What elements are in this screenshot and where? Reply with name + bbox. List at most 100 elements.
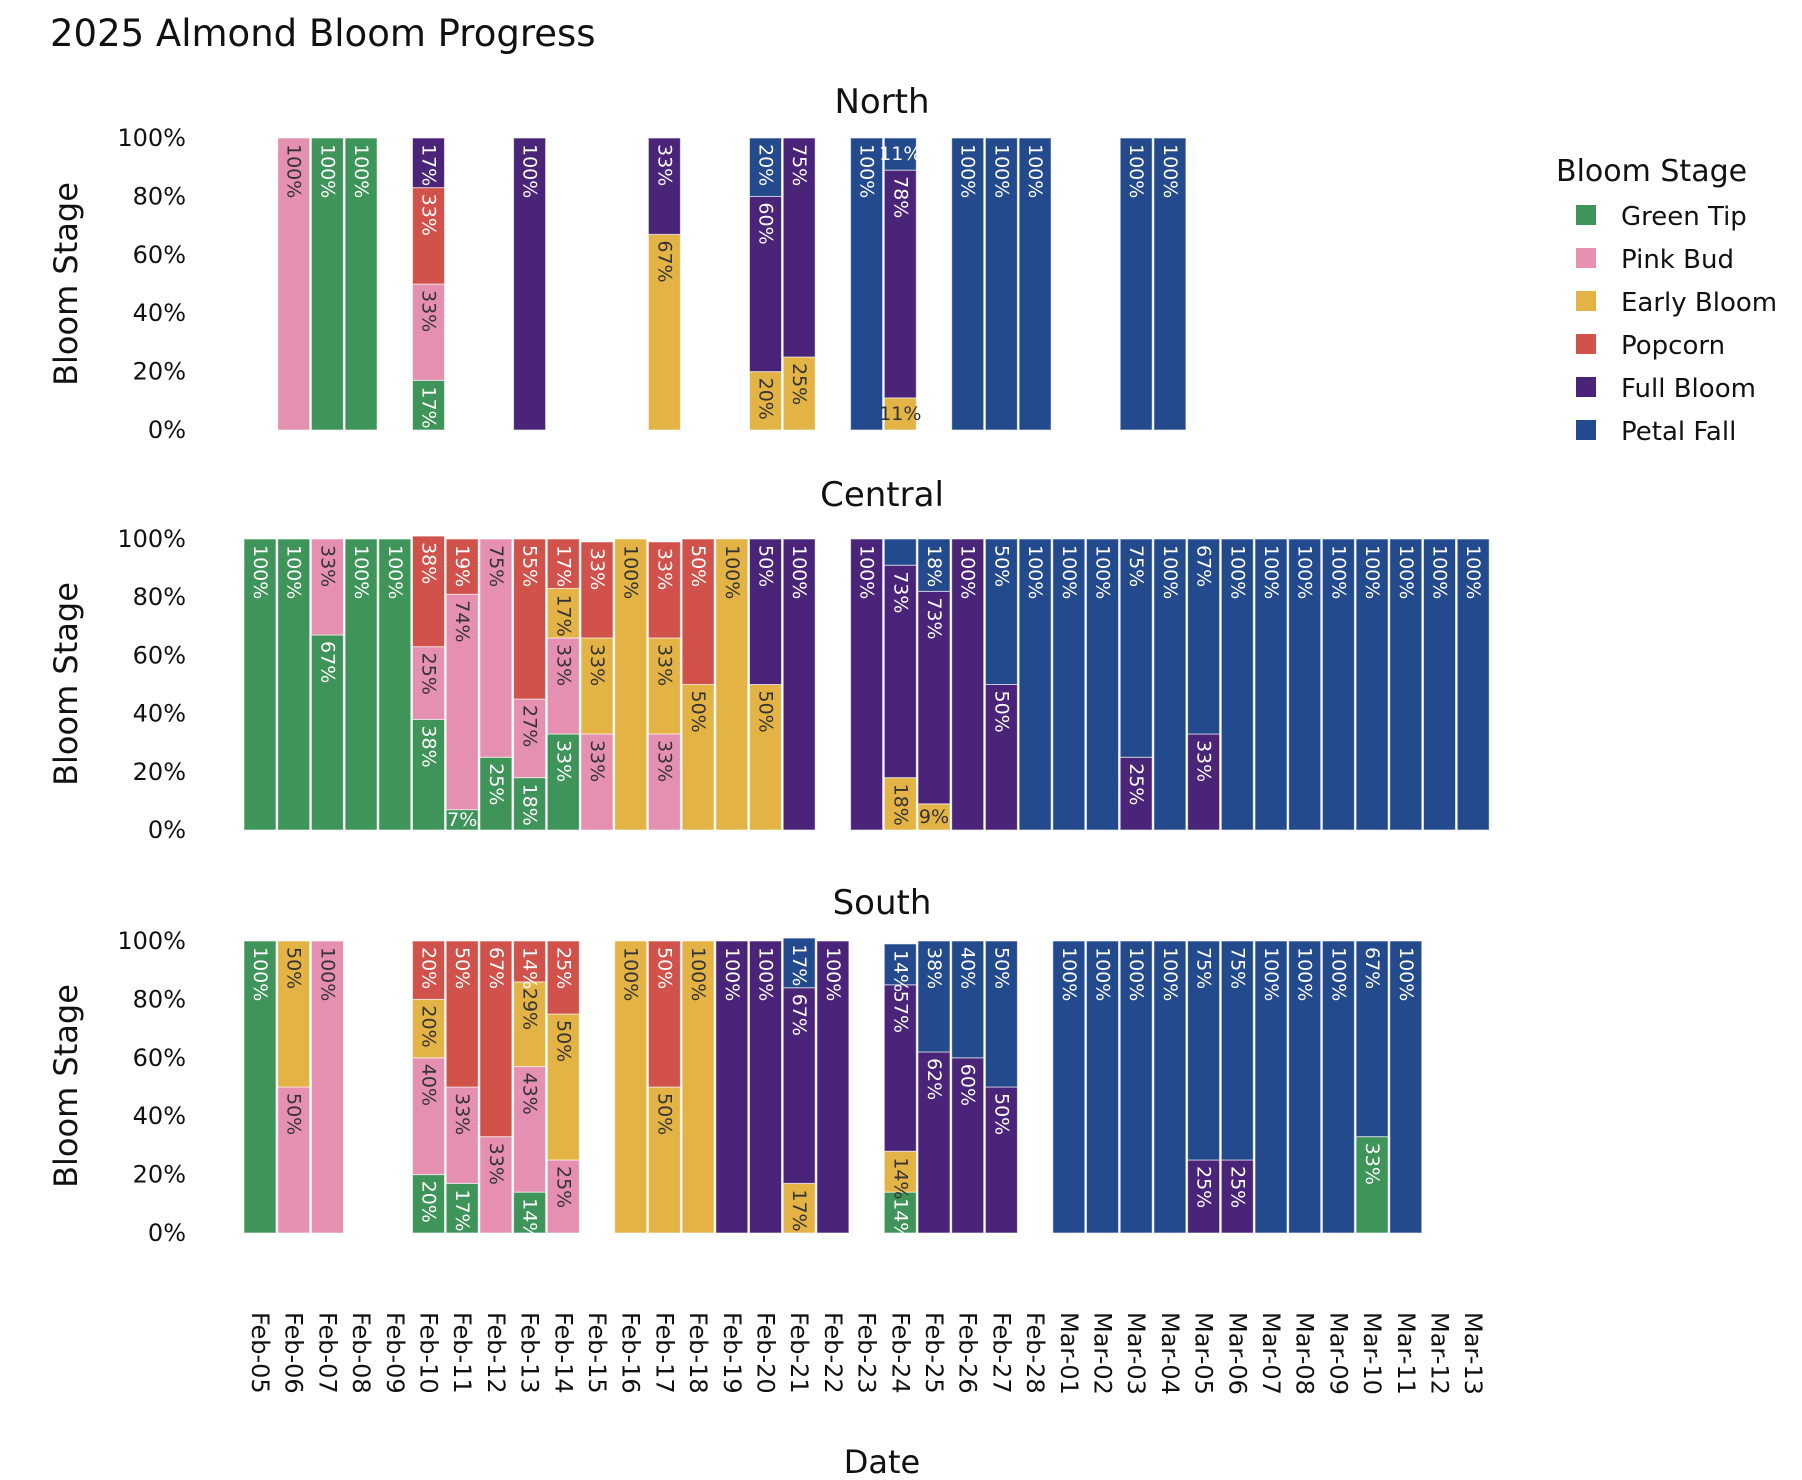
bar-value-label: 14% (519, 947, 541, 989)
bar-value-label: 14% (889, 1157, 911, 1199)
bar-segment-petal-fall (1153, 538, 1187, 831)
bar-value-label: 50% (451, 947, 473, 989)
bar-value-label: 73% (923, 597, 945, 639)
bar-segment-petal-fall (749, 137, 782, 197)
y-tick-label: 60% (133, 241, 186, 269)
bar-segment-full-bloom (984, 1086, 1018, 1234)
y-tick-label: 40% (133, 299, 186, 327)
bar-segment-petal-fall (1355, 940, 1389, 1138)
bar-segment-full-bloom (513, 137, 547, 431)
bar-value-label: 100% (1429, 545, 1451, 599)
bar-segment-petal-fall (1119, 137, 1153, 431)
bar-segment-green-tip (277, 538, 311, 831)
bar-segment-green-tip (310, 137, 344, 431)
bar-value-label: 57% (889, 991, 911, 1033)
bar-segment-petal-fall (1119, 940, 1153, 1234)
y-tick-label: 20% (133, 758, 186, 786)
bar-value-label: 100% (1226, 545, 1248, 599)
bar-segment-petal-fall (1052, 940, 1086, 1234)
bar-segment-popcorn (445, 940, 479, 1088)
bar-value-label: 11% (879, 403, 921, 425)
bar-segment-petal-fall (1321, 538, 1355, 831)
bar-segment-full-bloom (1187, 1159, 1221, 1234)
y-ticks-central: 0% 20% 40% 60% 80% 100% (117, 525, 186, 844)
bar-value-label: 100% (990, 144, 1012, 198)
bar-segment-popcorn (513, 940, 547, 983)
bar-value-label: 25% (552, 947, 574, 989)
bar-value-label: 100% (1327, 947, 1349, 1001)
bar-value-label: 33% (653, 740, 675, 782)
bar-segment-full-bloom (883, 169, 917, 399)
bar-value-label: 100% (1058, 947, 1080, 1001)
bar-segment-early-bloom (614, 538, 648, 831)
bar-value-label: 18% (889, 784, 911, 826)
bar-segment-petal-fall (1254, 538, 1288, 831)
bar-segment-petal-fall (951, 137, 985, 431)
bar-value-label: 14% (889, 1198, 911, 1240)
bar-segment-petal-fall (850, 137, 884, 431)
bar-value-label: 27% (519, 705, 541, 747)
bar-value-label: 78% (889, 176, 911, 218)
bar-value-label: 33% (316, 545, 338, 587)
bar-value-label: 33% (552, 644, 574, 686)
x-tick-label: Feb-15 (583, 1312, 611, 1394)
bar-value-label: 100% (249, 947, 271, 1001)
x-tick-label: Feb-24 (886, 1312, 914, 1394)
bar-segment-petal-fall (883, 538, 917, 566)
bar-value-label: 33% (451, 1093, 473, 1135)
x-tick-label: Mar-09 (1324, 1312, 1352, 1395)
bar-segment-early-bloom (883, 1150, 917, 1193)
x-tick-label: Feb-09 (381, 1312, 409, 1394)
bar-value-label: 75% (1125, 545, 1147, 587)
bar-value-label: 100% (788, 545, 810, 599)
bar-value-label: 100% (620, 947, 642, 1001)
bar-segment-full-bloom (951, 1057, 985, 1234)
x-tick-label: Mar-02 (1089, 1312, 1117, 1395)
y-tick-label: 80% (133, 583, 186, 611)
bar-segment-early-bloom (546, 1013, 580, 1161)
bar-value-label: 20% (418, 1181, 440, 1223)
bar-segment-popcorn (412, 535, 445, 648)
x-tick-label: Feb-23 (853, 1312, 881, 1394)
bar-value-label: 43% (519, 1073, 541, 1115)
bar-segment-popcorn (412, 187, 445, 285)
bar-segment-petal-fall (1220, 538, 1254, 831)
bar-segment-petal-fall (1355, 538, 1389, 831)
bar-value-label: 20% (418, 947, 440, 989)
bar-segment-petal-fall (984, 137, 1018, 431)
bar-value-label: 50% (687, 691, 709, 733)
bar-value-label: 100% (1462, 545, 1484, 599)
bar-segment-full-bloom (715, 940, 749, 1234)
bar-segment-petal-fall (1389, 940, 1423, 1234)
bar-segment-green-tip (412, 379, 445, 431)
bar-segment-full-bloom (951, 538, 985, 831)
x-tick-label: Feb-19 (718, 1312, 746, 1394)
bar-segment-petal-fall (1018, 538, 1052, 831)
bar-value-label: 100% (519, 144, 541, 198)
bar-value-label: 38% (418, 542, 440, 584)
bar-segment-full-bloom (749, 538, 782, 685)
bar-segment-full-bloom (917, 590, 951, 805)
bar-segment-petal-fall (1456, 538, 1490, 831)
bar-value-label: 50% (755, 545, 777, 587)
bar-value-label: 100% (316, 947, 338, 1001)
x-tick-label: Feb-05 (246, 1312, 274, 1394)
bar-segment-early-bloom (715, 538, 749, 831)
bar-segment-early-bloom (749, 371, 782, 431)
panel-central: Central Bloom Stage 0% 20% 40% 60% 80% 100% 1… (47, 475, 1490, 844)
bar-value-label: 33% (653, 548, 675, 590)
panel-north: North Bloom Stage 0% 20% 40% 60% 80% 100% 100… (47, 82, 1187, 444)
bar-value-label: 17% (788, 944, 810, 986)
bar-value-label: 75% (1226, 947, 1248, 989)
x-axis-ticks: Feb-05 Feb-06 Feb-07 Feb-08 Feb-09 Feb-10 Feb-… (246, 1312, 1487, 1395)
legend-swatch-pink-bud (1576, 248, 1596, 268)
bar-segment-early-bloom (681, 684, 715, 831)
bar-value-label: 100% (687, 947, 709, 1001)
bar-value-label: 100% (721, 545, 743, 599)
x-tick-label: Mar-11 (1392, 1312, 1420, 1395)
bar-value-label: 25% (1125, 763, 1147, 805)
x-tick-label: Mar-12 (1426, 1312, 1454, 1395)
y-tick-label: 100% (117, 124, 186, 152)
y-ticks-south: 0% 20% 40% 60% 80% 100% (117, 927, 186, 1247)
